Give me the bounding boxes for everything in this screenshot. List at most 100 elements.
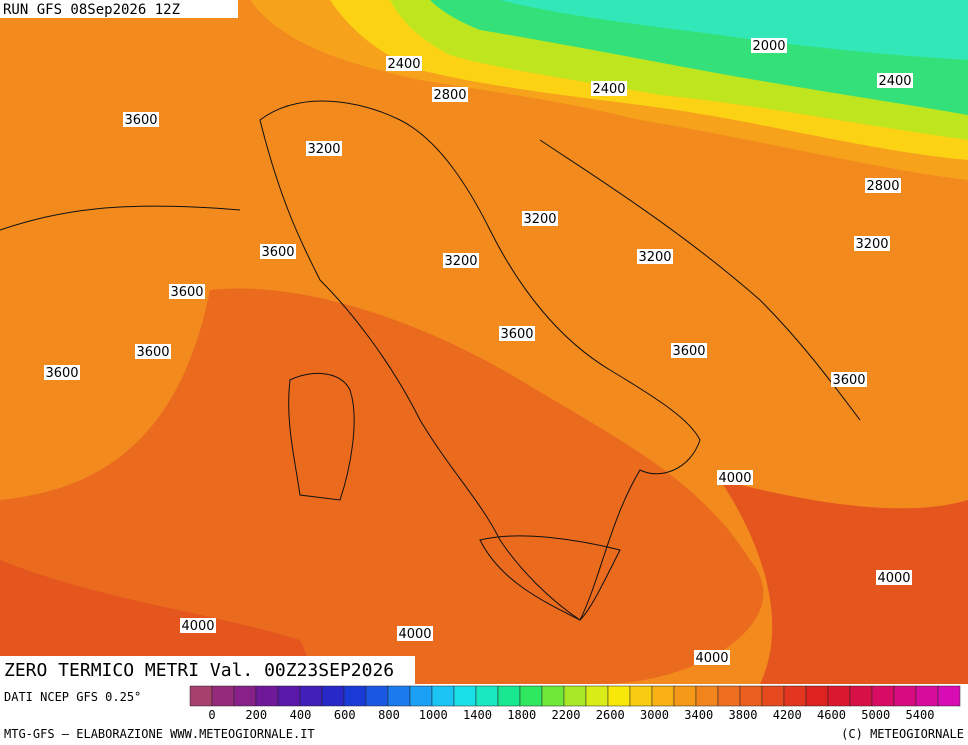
contour-label: 4000	[718, 471, 751, 486]
color-swatch	[541, 685, 565, 707]
scale-label: 0	[208, 708, 215, 722]
contour-label: 3200	[523, 212, 556, 227]
scale-label: 3800	[729, 708, 758, 722]
color-swatch	[255, 685, 279, 707]
coastline-adriatic	[539, 139, 861, 421]
scale-label: 2200	[552, 708, 581, 722]
scale-label: 3000	[640, 708, 669, 722]
contour-label-box	[591, 81, 627, 96]
contour-label-box	[865, 178, 901, 193]
contour-label: 2400	[592, 82, 625, 97]
scale-label: 1000	[419, 708, 448, 722]
color-swatch	[783, 685, 807, 707]
contour-labels: 2000 2400 2400 2400 2800 3600 3200 2800 3200 3200…	[44, 38, 913, 666]
color-swatch	[189, 685, 213, 707]
color-swatch	[343, 685, 367, 707]
color-swatch	[431, 685, 455, 707]
color-swatch	[475, 685, 499, 707]
footer-right: (C) METEOGIORNALE	[841, 727, 964, 741]
color-swatch	[871, 685, 895, 707]
color-swatch	[673, 685, 697, 707]
contour-label: 3600	[45, 366, 78, 381]
scale-label: 1400	[463, 708, 492, 722]
color-swatch	[849, 685, 873, 707]
contour-label: 4000	[181, 619, 214, 634]
scale-label: 800	[378, 708, 400, 722]
contour-label-box	[180, 618, 216, 633]
scale-label: 600	[334, 708, 356, 722]
footer-left: MTG-GFS — ELABORAZIONE WWW.METEOGIORNALE…	[4, 727, 315, 741]
coastline-sardinia	[288, 372, 355, 501]
contour-label-box	[637, 249, 673, 264]
contour-label-box	[169, 284, 205, 299]
color-swatch	[915, 685, 939, 707]
scale-label: 2600	[596, 708, 625, 722]
contour-label: 3600	[500, 327, 533, 342]
contour-label-box	[386, 56, 422, 71]
contour-label: 3200	[444, 254, 477, 269]
contour-label: 3200	[855, 237, 888, 252]
color-swatch	[519, 685, 543, 707]
color-swatch	[805, 685, 829, 707]
scale-label: 4200	[773, 708, 802, 722]
contour-label-box	[831, 372, 867, 387]
scale-label: 3400	[684, 708, 713, 722]
contour-label-box	[443, 253, 479, 268]
color-swatch	[409, 685, 433, 707]
color-swatch	[695, 685, 719, 707]
scale-label: 4600	[817, 708, 846, 722]
contour-label-box	[135, 344, 171, 359]
color-swatch	[497, 685, 521, 707]
contour-label-box	[877, 73, 913, 88]
contour-label: 3200	[307, 142, 340, 157]
color-swatch	[651, 685, 675, 707]
scale-label: 5400	[906, 708, 935, 722]
contour-label: 4000	[877, 571, 910, 586]
contour-label-box	[522, 211, 558, 226]
contour-label-box	[671, 343, 707, 358]
run-label: RUN GFS 08Sep2026 12Z	[3, 2, 180, 18]
contour-label-box	[397, 626, 433, 641]
contour-label: 3600	[832, 373, 865, 388]
color-swatch	[893, 685, 917, 707]
color-swatch	[739, 685, 763, 707]
contour-label: 2800	[433, 88, 466, 103]
color-scale: 0 200 400 600 800 1000 1400 1800 2200 2600 3000 340…	[189, 685, 961, 722]
color-swatch	[321, 685, 345, 707]
coastline-italy	[259, 100, 701, 621]
contour-label-box	[44, 365, 80, 380]
contour-label-box	[876, 570, 912, 585]
color-swatch	[827, 685, 851, 707]
contour-label-box	[717, 470, 753, 485]
color-swatch	[937, 685, 961, 707]
contour-label: 3600	[124, 113, 157, 128]
map-title: ZERO TERMICO METRI Val. 00Z23SEP2026	[4, 660, 394, 681]
contour-label-box	[751, 38, 787, 53]
contour-label: 3600	[672, 344, 705, 359]
color-swatch	[629, 685, 653, 707]
field-2000	[500, 0, 968, 60]
contour-label: 3600	[170, 285, 203, 300]
contour-label: 3600	[261, 245, 294, 260]
color-swatch	[387, 685, 411, 707]
contour-label: 2000	[752, 39, 785, 54]
color-swatch	[299, 685, 323, 707]
data-source: DATI NCEP GFS 0.25°	[4, 690, 141, 704]
color-swatch	[233, 685, 257, 707]
color-swatch	[761, 685, 785, 707]
contour-label: 4000	[398, 627, 431, 642]
color-swatch	[211, 685, 235, 707]
contour-label-box	[260, 244, 296, 259]
contour-label: 3600	[136, 345, 169, 360]
coastline-france	[0, 205, 241, 231]
color-swatch	[585, 685, 609, 707]
scale-label: 400	[290, 708, 312, 722]
contour-label: 3200	[638, 250, 671, 265]
field-4200	[720, 480, 968, 684]
contour-label-box	[694, 650, 730, 665]
color-swatch	[453, 685, 477, 707]
contour-label-box	[123, 112, 159, 127]
contour-label-box	[499, 326, 535, 341]
contour-label: 2400	[878, 74, 911, 89]
